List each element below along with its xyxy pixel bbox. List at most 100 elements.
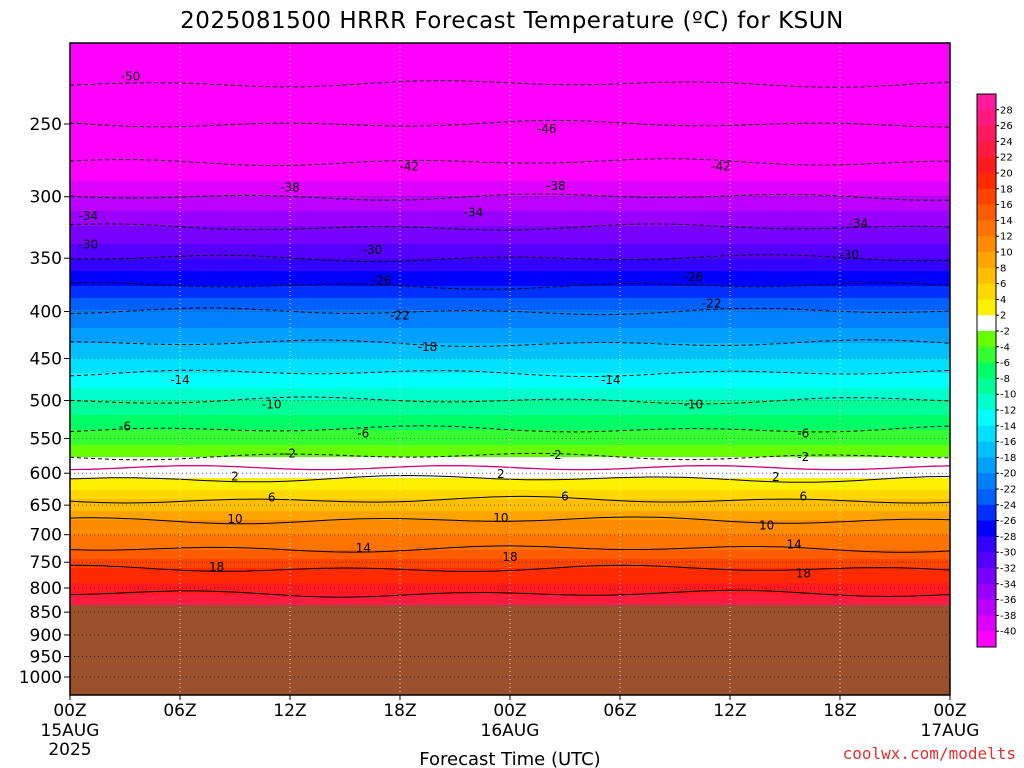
temperature-band [70, 88, 950, 92]
colorbar-cell [977, 473, 996, 490]
colorbar-cell [977, 204, 996, 221]
temperature-band [70, 211, 950, 215]
temperature-band [70, 229, 950, 233]
temperature-band [70, 271, 950, 275]
contour-label: 10 [227, 512, 242, 526]
temperature-band [70, 127, 950, 131]
temperature-band [70, 112, 950, 116]
colorbar-tick-label: 14 [1000, 216, 1013, 227]
contour-label: 14 [356, 541, 371, 555]
terrain-fill [70, 605, 950, 695]
contour-label: -2 [797, 450, 809, 464]
temperature-band [70, 67, 950, 71]
temperature-band [70, 379, 950, 383]
colorbar-cell [977, 536, 996, 553]
temperature-band [70, 499, 950, 503]
temperature-band [70, 340, 950, 344]
pressure-tick-label: 850 [30, 603, 62, 623]
contour-label: 6 [561, 489, 569, 503]
isotherm-line [69, 495, 951, 504]
contour-label: -42 [399, 159, 419, 173]
temperature-band [70, 433, 950, 437]
contour-label: 6 [268, 491, 276, 505]
temperature-band [70, 64, 950, 68]
temperature-band [70, 592, 950, 596]
colorbar-cell [977, 299, 996, 316]
colorbar-cell [977, 125, 996, 142]
colorbar-tick-label: -20 [1000, 469, 1016, 480]
time-tick-label: 18Z [383, 701, 416, 721]
colorbar-tick-label: -26 [1000, 516, 1016, 527]
temperature-band [70, 376, 950, 380]
temperature-band [70, 601, 950, 605]
colorbar-tick-label: 24 [1000, 137, 1013, 148]
temperature-band [70, 595, 950, 599]
pressure-tick-label: 650 [30, 496, 62, 516]
temperature-band [70, 187, 950, 191]
pressure-tick-label: 900 [30, 626, 62, 646]
temperature-band [70, 277, 950, 281]
isotherm-line [69, 589, 951, 598]
contour-label: -30 [839, 248, 859, 262]
colorbar-cell [977, 94, 996, 111]
temperature-band [70, 535, 950, 539]
contour-label: -26 [372, 273, 392, 287]
colorbar-tick-label: 28 [1000, 105, 1013, 116]
colorbar-tick-label: -18 [1000, 453, 1016, 464]
date-label: 17AUG [921, 721, 980, 741]
colorbar-cell [977, 188, 996, 205]
temperature-band [70, 115, 950, 119]
colorbar-cell [977, 141, 996, 158]
temperature-band [70, 331, 950, 335]
temperature-band [70, 385, 950, 389]
contour-label: -6 [119, 420, 131, 434]
pressure-tick-label: 350 [30, 249, 62, 269]
contour-label: 10 [759, 518, 774, 532]
temperature-band [70, 121, 950, 125]
temperature-band [70, 55, 950, 59]
temperature-band [70, 505, 950, 509]
temperature-band [70, 463, 950, 467]
temperature-band [70, 259, 950, 263]
temperature-band [70, 73, 950, 77]
colorbar-cell [977, 441, 996, 458]
colorbar-cell [977, 346, 996, 363]
temperature-band [70, 205, 950, 209]
contour-label: -34 [849, 217, 869, 231]
temperature-band [70, 49, 950, 53]
temperature-band [70, 439, 950, 443]
temperature-band [70, 457, 950, 461]
temperature-band [70, 481, 950, 485]
temperature-band [70, 484, 950, 488]
colorbar-cell [977, 173, 996, 190]
isotherm-line [70, 564, 951, 572]
temperature-band [70, 61, 950, 65]
temperature-band [70, 508, 950, 512]
pressure-tick-label: 750 [30, 553, 62, 573]
colorbar-tick-label: 22 [1000, 153, 1013, 164]
temperature-band [70, 364, 950, 368]
temperature-band [70, 568, 950, 572]
time-tick-label: 12Z [713, 701, 746, 721]
contour-label: -22 [702, 296, 722, 310]
contour-label: -34 [79, 209, 99, 223]
temperature-band [70, 175, 950, 179]
colorbar-tick-label: -34 [1000, 579, 1016, 590]
temperature-band [70, 313, 950, 317]
temperature-band [70, 304, 950, 308]
temperature-band [70, 421, 950, 425]
temperature-band [70, 475, 950, 479]
contour-label: 18 [209, 560, 224, 574]
temperature-band [70, 124, 950, 128]
temperature-band [70, 217, 950, 221]
site-credit: coolwx.com/modelts [843, 744, 1016, 763]
contour-label: 6 [800, 489, 808, 503]
contour-label: -30 [363, 243, 383, 257]
temperature-band [70, 307, 950, 311]
colorbar-cell [977, 457, 996, 474]
pressure-tick-label: 250 [30, 115, 62, 135]
temperature-band [70, 208, 950, 212]
temperature-band [70, 280, 950, 284]
temperature-band [70, 532, 950, 536]
